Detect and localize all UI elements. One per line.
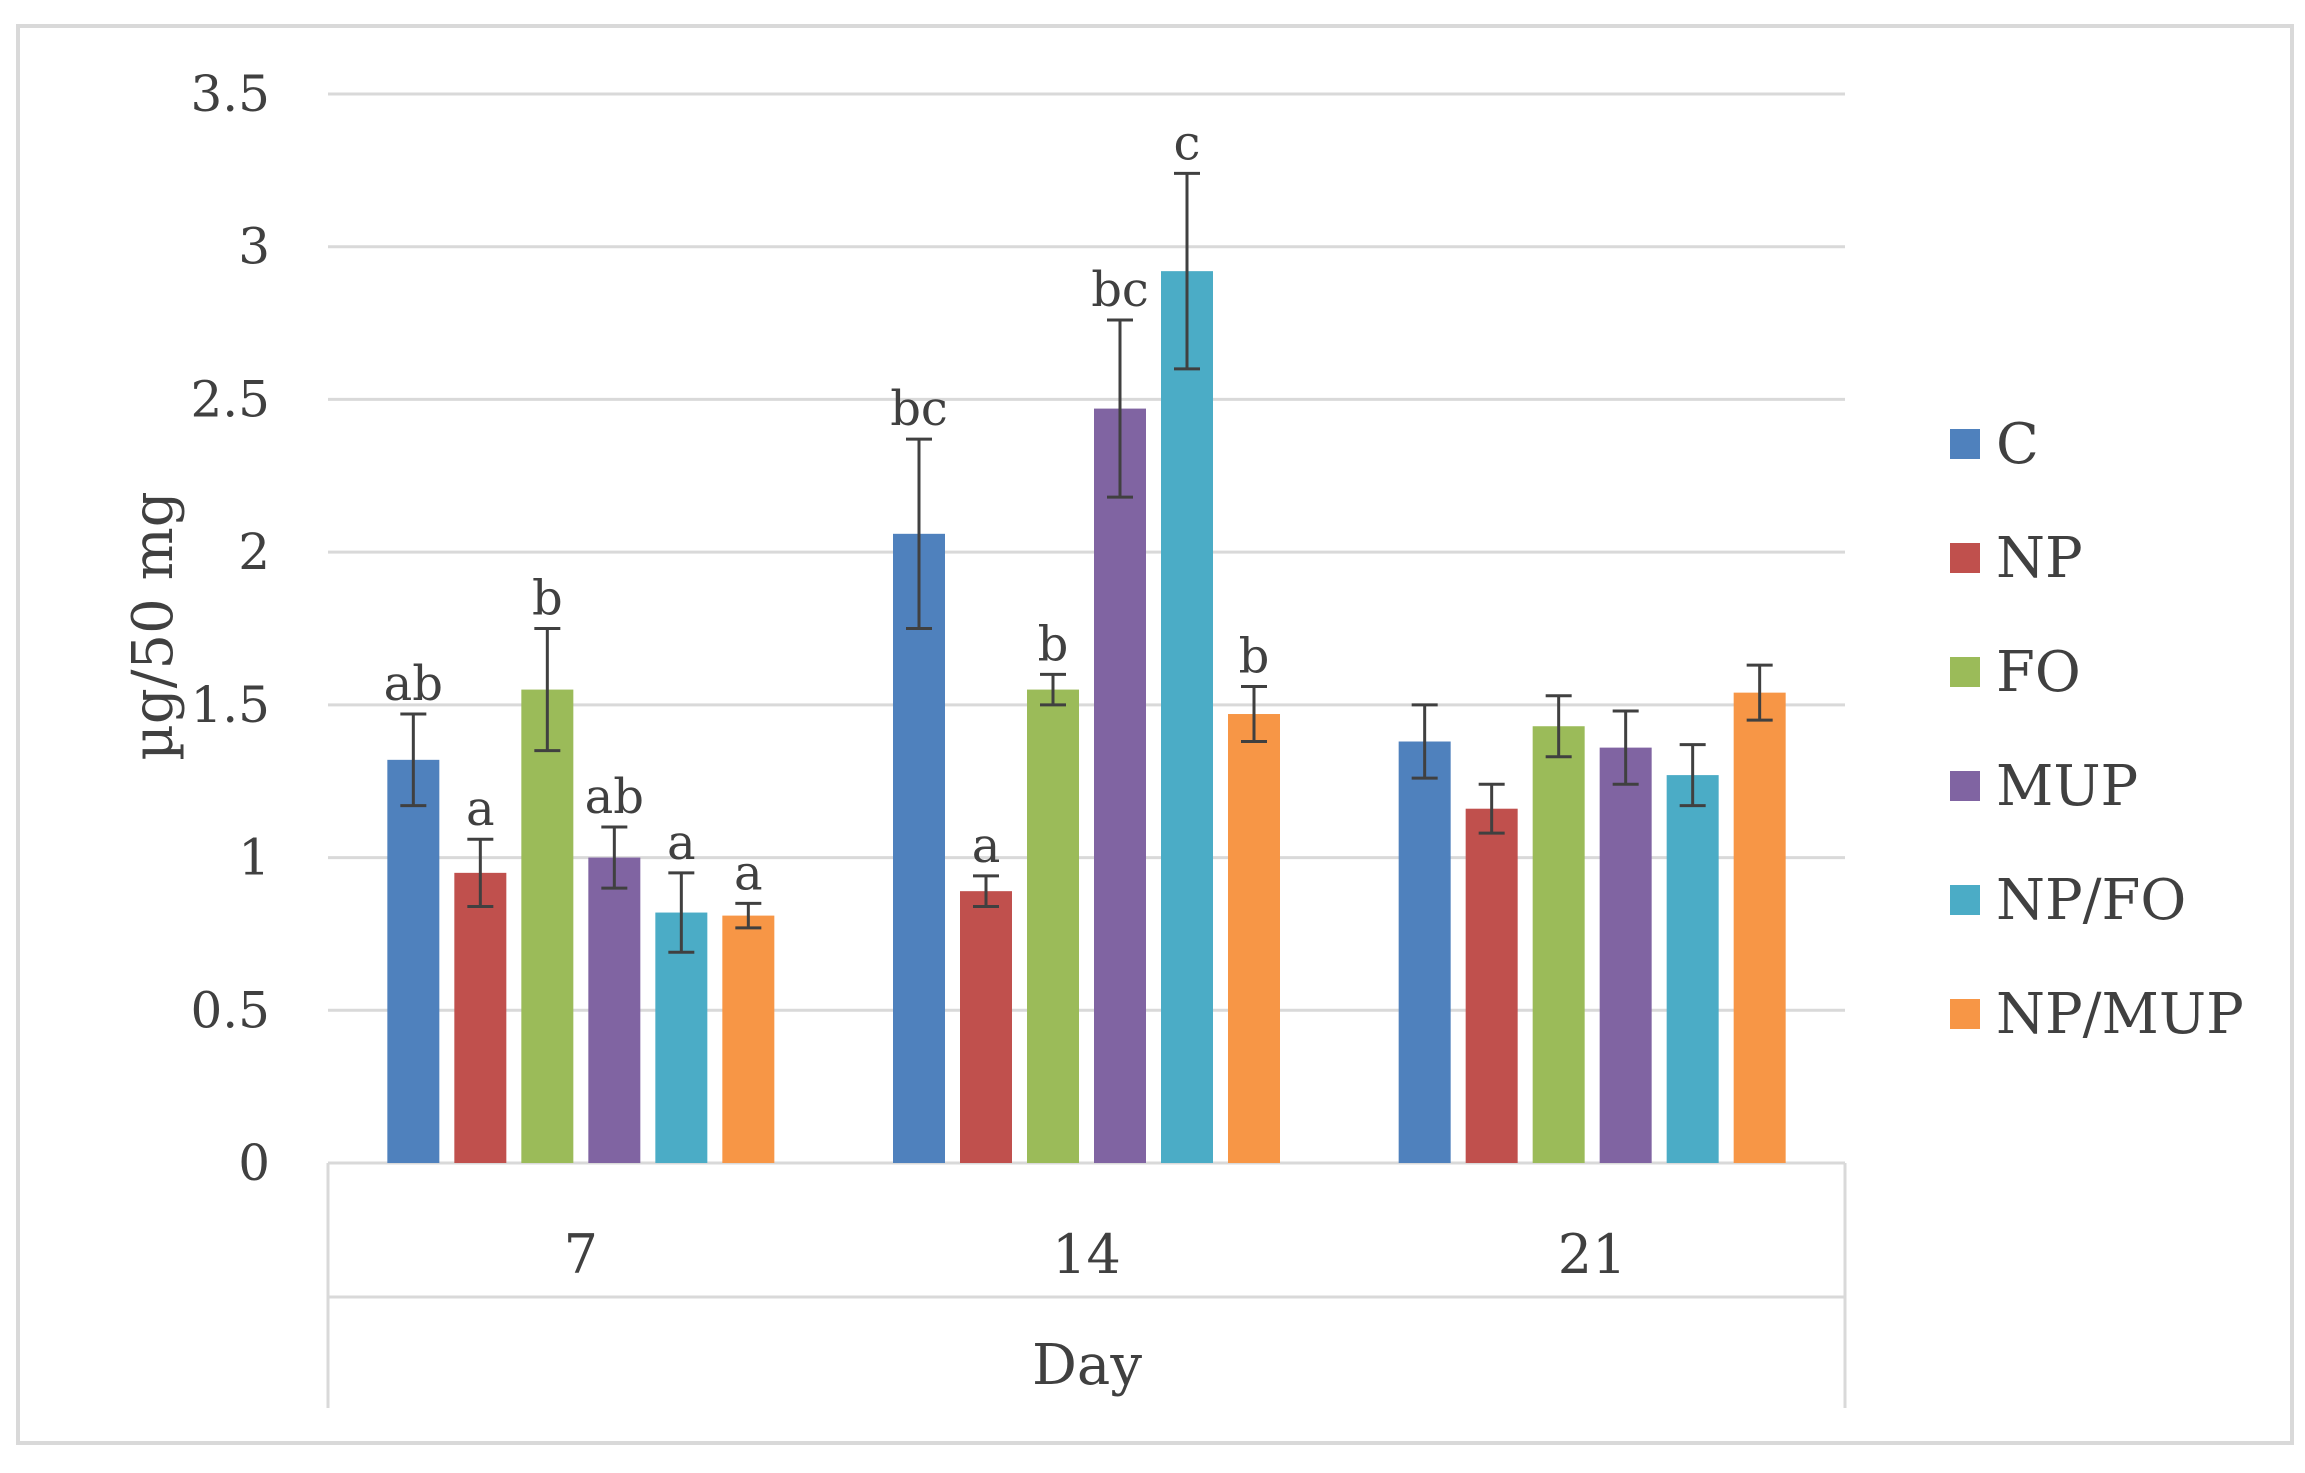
error-bar bbox=[1545, 694, 1572, 759]
category-axis-table bbox=[326, 1161, 1847, 1408]
legend-swatch bbox=[1950, 543, 1980, 573]
y-tick-label: 0.5 bbox=[190, 981, 270, 1039]
legend-item: NP bbox=[1950, 526, 2083, 591]
bar bbox=[722, 915, 775, 1163]
error-bar bbox=[1746, 663, 1773, 722]
x-category-label: 21 bbox=[1558, 1223, 1627, 1286]
significance-label: c bbox=[1174, 115, 1201, 171]
error-bar bbox=[973, 874, 999, 908]
bar bbox=[454, 872, 507, 1163]
x-axis-title: Day bbox=[1032, 1333, 1142, 1398]
legend-label: MUP bbox=[1996, 754, 2138, 819]
error-bar bbox=[1040, 672, 1066, 707]
legend-item: FO bbox=[1950, 640, 2081, 705]
bar bbox=[1027, 689, 1079, 1163]
legend-item: C bbox=[1950, 412, 2039, 477]
significance-label: b bbox=[532, 571, 563, 627]
legend-label: NP/FO bbox=[1996, 868, 2186, 933]
bar bbox=[1666, 775, 1719, 1163]
bar bbox=[655, 912, 708, 1163]
error-bar bbox=[668, 871, 695, 954]
significance-label: ab bbox=[384, 656, 443, 712]
bar bbox=[893, 533, 945, 1163]
x-category-label: 14 bbox=[1052, 1223, 1121, 1286]
error-bar bbox=[906, 437, 932, 630]
y-tick-label: 1.5 bbox=[190, 676, 270, 734]
y-tick-label: 0 bbox=[238, 1134, 270, 1192]
error-bar bbox=[1241, 685, 1267, 744]
error-bar bbox=[1679, 743, 1706, 808]
bar bbox=[1733, 692, 1786, 1163]
bar bbox=[521, 689, 574, 1163]
bar bbox=[1599, 747, 1652, 1163]
significance-label: a bbox=[667, 815, 696, 871]
y-axis-title: µg/50 mg bbox=[121, 491, 186, 760]
significance-label: b bbox=[1239, 629, 1270, 685]
bar bbox=[1465, 808, 1518, 1163]
y-tick-label: 2 bbox=[238, 523, 270, 581]
legend-label: FO bbox=[1996, 640, 2081, 705]
error-bar bbox=[1174, 171, 1200, 371]
legend-swatch bbox=[1950, 885, 1980, 915]
legend-label: NP bbox=[1996, 526, 2083, 591]
y-tick-labels: 0 0.5 1 1.5 2 2.5 3 3.5 bbox=[190, 65, 270, 1192]
gridlines bbox=[328, 92, 1845, 1012]
y-tick-label: 2.5 bbox=[190, 370, 270, 428]
legend-swatch bbox=[1950, 429, 1980, 459]
legend-label: C bbox=[1996, 412, 2039, 477]
error-bar bbox=[534, 627, 561, 753]
bar bbox=[1161, 271, 1213, 1163]
significance-label: b bbox=[1038, 616, 1069, 672]
x-category-label: 7 bbox=[564, 1223, 598, 1286]
bar bbox=[1228, 714, 1280, 1163]
y-tick-label: 3.5 bbox=[190, 65, 270, 123]
bar bbox=[960, 891, 1012, 1163]
error-bar bbox=[601, 825, 628, 890]
bar bbox=[387, 759, 440, 1163]
y-tick-label: 1 bbox=[238, 829, 270, 887]
y-tick-label: 3 bbox=[238, 218, 270, 276]
x-category-labels: 7 14 21 bbox=[564, 1223, 1627, 1286]
significance-label: a bbox=[972, 818, 1001, 874]
legend: C NP FO MUP NP/FO NP/MUP bbox=[1950, 412, 2244, 1047]
legend-label: NP/MUP bbox=[1996, 982, 2244, 1047]
error-bar bbox=[735, 901, 762, 930]
legend-swatch bbox=[1950, 999, 1980, 1029]
error-bar bbox=[1107, 318, 1133, 499]
legend-item: NP/FO bbox=[1950, 868, 2186, 933]
figure-frame bbox=[16, 24, 2294, 1445]
bar bbox=[1094, 408, 1146, 1163]
legend-swatch bbox=[1950, 771, 1980, 801]
error-bars bbox=[400, 171, 1773, 954]
error-bar bbox=[400, 712, 427, 808]
error-bar bbox=[467, 837, 494, 908]
significance-label: bc bbox=[890, 381, 948, 437]
bar bbox=[588, 857, 641, 1163]
significance-label: ab bbox=[585, 769, 644, 825]
legend-item: NP/MUP bbox=[1950, 982, 2244, 1047]
bar bbox=[1532, 726, 1585, 1163]
significance-label: a bbox=[466, 781, 495, 837]
legend-swatch bbox=[1950, 657, 1980, 687]
significance-label: bc bbox=[1091, 262, 1149, 318]
error-bar bbox=[1411, 703, 1438, 780]
error-bar bbox=[1478, 782, 1505, 835]
bars bbox=[387, 271, 1786, 1163]
significance-label: a bbox=[734, 845, 763, 901]
bar bbox=[1398, 741, 1451, 1163]
error-bar bbox=[1612, 709, 1639, 786]
legend-item: MUP bbox=[1950, 754, 2138, 819]
